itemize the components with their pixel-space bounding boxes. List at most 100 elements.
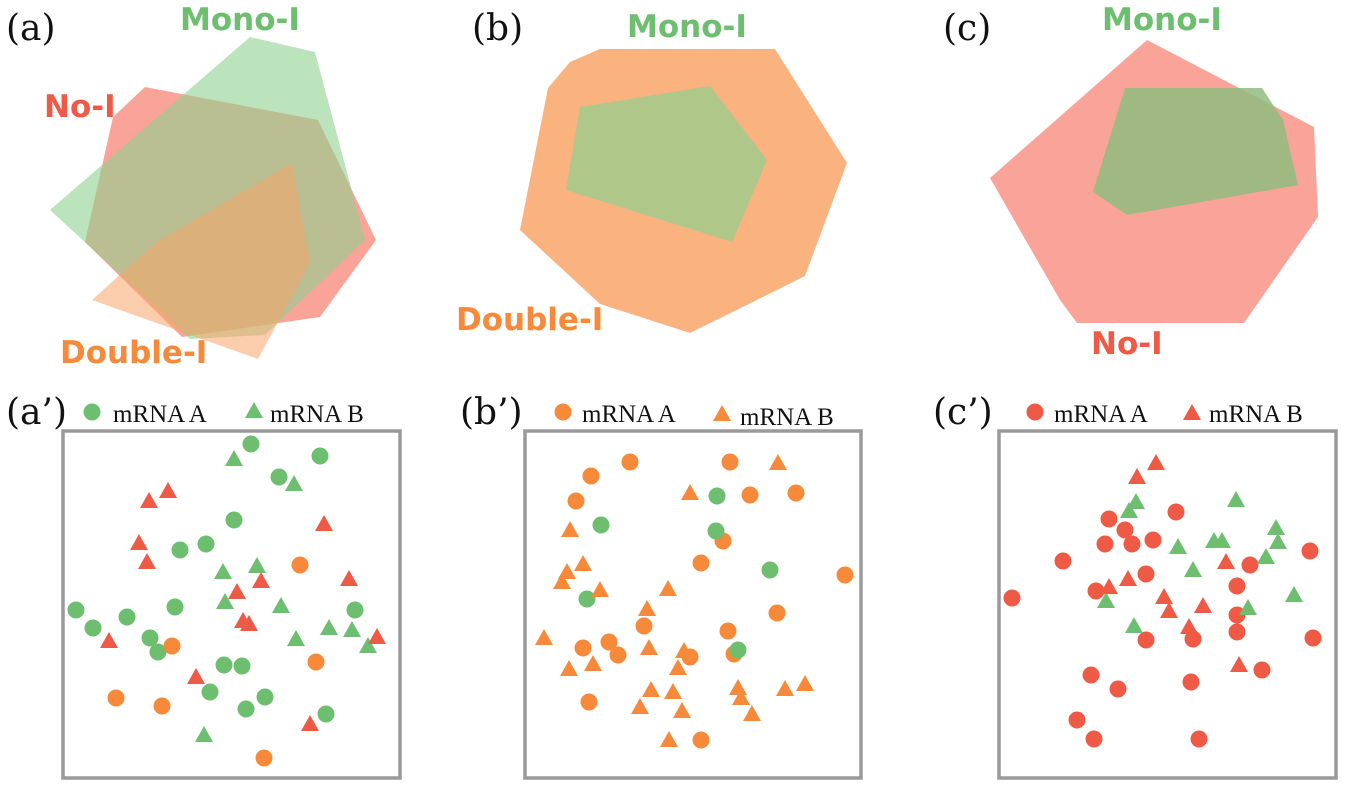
legend-label-mrna-a: mRNA A xyxy=(582,401,676,428)
mrna-b-marker xyxy=(320,619,338,635)
mrna-b-marker xyxy=(796,675,814,691)
mrna-a-marker xyxy=(719,622,737,640)
panel-a: (a) Mono-I No-I Double-I xyxy=(6,2,376,371)
mrna-a-marker xyxy=(761,561,779,579)
label-double-i: Double-I xyxy=(60,335,207,371)
mrna-a-marker xyxy=(118,608,136,626)
mrna-b-marker xyxy=(660,731,678,747)
mrna-b-marker xyxy=(584,655,602,671)
mrna-a-marker xyxy=(1228,577,1246,595)
mrna-a-marker xyxy=(1304,629,1322,647)
mrna-b-marker xyxy=(1269,533,1287,549)
label-double-i: Double-I xyxy=(456,302,603,338)
mrna-a-marker xyxy=(729,641,747,659)
panel-b: (b) Mono-I Double-I xyxy=(456,8,847,338)
mrna-a-marker xyxy=(1109,680,1127,698)
mrna-b-marker xyxy=(285,475,303,491)
mrna-a-marker xyxy=(166,598,184,616)
mrna-b-marker xyxy=(729,679,747,695)
mono-i-region xyxy=(1093,88,1298,215)
scatter-frame xyxy=(61,429,402,780)
mrna-a-marker xyxy=(1228,606,1246,624)
mrna-a-marker xyxy=(635,617,653,635)
mrna-a-marker xyxy=(1100,510,1118,528)
mrna-a-marker xyxy=(1184,630,1202,648)
mrna-b-marker xyxy=(1127,493,1145,509)
mrna-b-marker xyxy=(228,583,246,599)
mrna-a-marker xyxy=(84,619,102,637)
mrna-b-marker xyxy=(640,639,658,655)
mrna-a-marker xyxy=(578,590,596,608)
panel-label-a: (a) xyxy=(6,8,56,49)
mrna-b-marker xyxy=(642,681,660,697)
mrna-b-marker xyxy=(561,521,579,537)
legend-marker-mrna-a xyxy=(1026,403,1044,421)
mrna-a-marker xyxy=(215,656,233,674)
mrna-b-marker xyxy=(638,600,656,616)
panel-c: (c) Mono-I No-I xyxy=(943,2,1318,362)
mrna-b-marker xyxy=(252,572,270,588)
mrna-b-marker xyxy=(301,715,319,731)
mrna-a-marker xyxy=(197,535,215,553)
legend-marker-mrna-b xyxy=(1183,404,1201,420)
mrna-a-marker xyxy=(1087,582,1105,600)
mrna-b-marker xyxy=(1213,532,1231,548)
mono-i-region xyxy=(566,86,767,242)
mrna-b-marker xyxy=(240,615,258,631)
mrna-b-marker xyxy=(368,628,386,644)
mrna-b-marker xyxy=(681,484,699,500)
mrna-b-marker xyxy=(214,563,232,579)
mrna-b-marker xyxy=(1217,553,1235,569)
mrna-a-marker xyxy=(1137,631,1155,649)
mrna-a-marker xyxy=(741,486,759,504)
mrna-b-marker xyxy=(591,581,609,597)
legend-label-mrna-b: mRNA B xyxy=(740,404,834,431)
mrna-b-marker xyxy=(669,659,687,675)
mrna-a-marker xyxy=(311,447,329,465)
panel-c-prime: (c’) mRNA A mRNA B xyxy=(933,392,1338,780)
mrna-a-marker xyxy=(201,683,219,701)
mrna-a-marker xyxy=(1228,623,1246,641)
mrna-b-marker xyxy=(140,492,158,508)
mrna-b-marker xyxy=(248,557,266,573)
mrna-a-marker xyxy=(67,601,85,619)
mrna-b-marker xyxy=(359,637,377,653)
mrna-a-marker xyxy=(307,653,325,671)
panel-label-b: (b) xyxy=(472,8,523,49)
legend-label-mrna-a: mRNA A xyxy=(113,401,207,428)
label-mono-i: Mono-I xyxy=(1102,2,1222,38)
mrna-b-marker xyxy=(343,621,361,637)
mrna-a-marker xyxy=(1082,666,1100,684)
mrna-a-marker xyxy=(1123,535,1141,553)
mrna-a-marker xyxy=(1241,556,1259,574)
mrna-a-marker xyxy=(836,566,854,584)
mrna-a-marker xyxy=(567,492,585,510)
mrna-a-marker xyxy=(1116,521,1134,539)
mrna-b-marker xyxy=(130,534,148,550)
panel-label-c: (c) xyxy=(943,8,991,49)
mrna-b-marker xyxy=(1155,588,1173,604)
mrna-a-marker xyxy=(768,604,786,622)
mrna-a-marker xyxy=(237,700,255,718)
mrna-b-marker xyxy=(159,482,177,498)
panel-label-b-prime: (b’) xyxy=(460,392,523,433)
mrna-a-marker xyxy=(707,522,725,540)
mrna-b-marker xyxy=(315,515,333,531)
mrna-a-marker xyxy=(1167,503,1185,521)
mrna-b-marker xyxy=(1160,602,1178,618)
mrna-a-marker xyxy=(317,705,335,723)
mrna-b-marker xyxy=(1120,502,1138,518)
mrna-a-marker xyxy=(346,601,364,619)
scatter-points xyxy=(535,453,854,749)
mrna-b-marker xyxy=(1180,618,1198,634)
legend-label-mrna-a: mRNA A xyxy=(1054,401,1148,428)
mrna-b-marker xyxy=(1230,656,1248,672)
mrna-b-marker xyxy=(743,705,761,721)
label-mono-i: Mono-I xyxy=(627,9,747,45)
mrna-a-marker xyxy=(1301,542,1319,560)
mrna-b-marker xyxy=(1267,519,1285,535)
legend-marker-mrna-a xyxy=(554,403,572,421)
panel-label-a-prime: (a’) xyxy=(6,392,67,433)
mrna-b-marker xyxy=(1257,548,1275,564)
